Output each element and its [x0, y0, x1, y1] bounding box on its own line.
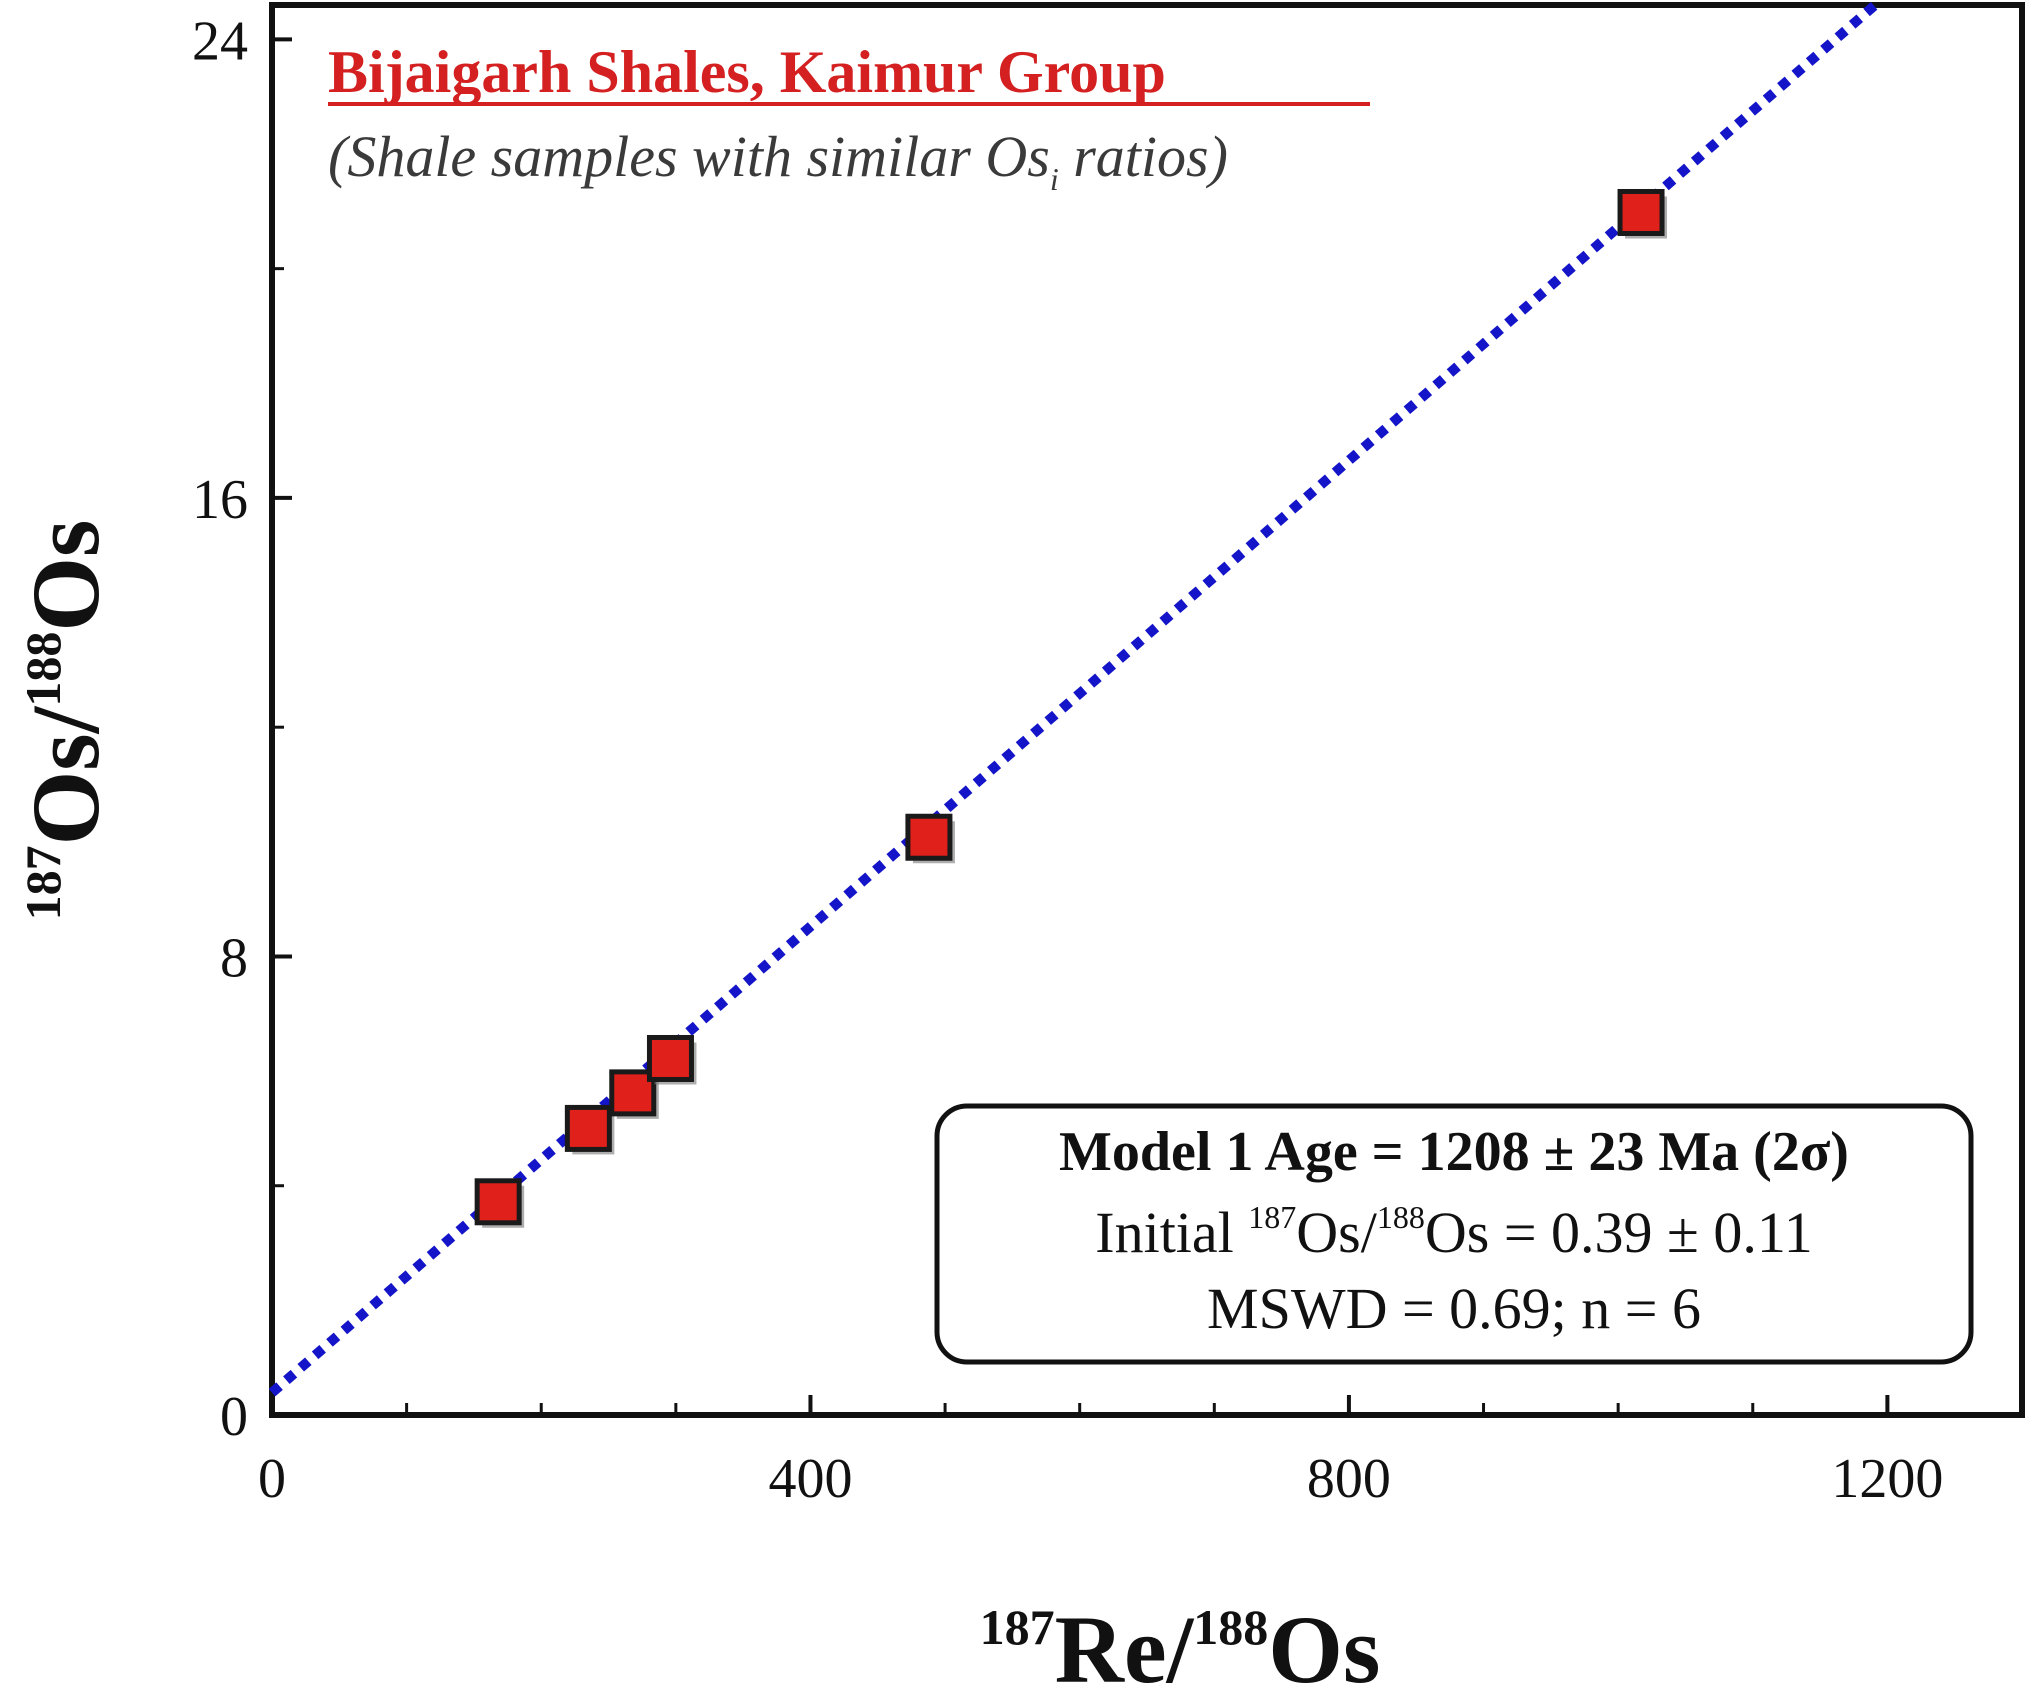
data-point — [564, 1104, 612, 1152]
age-annotation-box: Model 1 Age = 1208 ± 23 Ma (2σ) Initial … — [934, 1103, 1974, 1365]
x-label-main2: Os — [1268, 1596, 1380, 1694]
annotation-mswd: MSWD = 0.69; n = 6 — [1207, 1276, 1701, 1341]
data-point — [474, 1178, 522, 1226]
y-label-main2: Os — [12, 520, 119, 632]
data-point — [1617, 188, 1665, 236]
x-tick-label: 800 — [1307, 1448, 1391, 1510]
y-tick-label: 0 — [220, 1386, 248, 1448]
y-label-sup2: 188 — [15, 632, 71, 707]
x-label-sup1: 187 — [980, 1599, 1055, 1655]
x-label-main1: Re/ — [1055, 1596, 1195, 1694]
x-tick-label: 400 — [768, 1448, 852, 1510]
x-label-sup2: 188 — [1193, 1599, 1268, 1655]
y-label-main1: Os/ — [12, 705, 119, 845]
y-tick-label: 8 — [220, 927, 248, 989]
y-label-sup1: 187 — [15, 845, 71, 920]
x-tick-label: 1200 — [1831, 1448, 1943, 1510]
annotation-initial-ratio: Initial 187Os/188Os = 0.39 ± 0.11 — [1095, 1199, 1812, 1265]
annotation-model-age: Model 1 Age = 1208 ± 23 Ma (2σ) — [1059, 1121, 1849, 1183]
data-point — [609, 1069, 657, 1117]
y-axis-label: 187Os/188Os — [12, 520, 119, 921]
chart-title: Bijaigarh Shales, Kaimur Group — [328, 39, 1166, 105]
x-tick-label: 0 — [258, 1448, 286, 1510]
chart-subtitle: (Shale samples with similar Osi ratios) — [328, 124, 1228, 197]
axis-ticks: 0 400 800 1200 0 8 16 24 — [192, 10, 1943, 1510]
y-tick-label: 16 — [192, 469, 248, 531]
annotation-frame — [934, 1103, 1974, 1365]
data-point — [905, 813, 953, 861]
x-axis-label: 187Re/188Os — [980, 1596, 1381, 1694]
data-point — [646, 1034, 694, 1082]
subtitle-prefix: (Shale samples with similar Os — [328, 124, 1050, 189]
subtitle-subscript: i — [1050, 161, 1059, 197]
y-tick-label: 24 — [192, 10, 248, 72]
data-points — [474, 188, 1668, 1228]
plot-area-frame — [269, 2, 2025, 1418]
subtitle-suffix: ratios) — [1059, 124, 1228, 189]
